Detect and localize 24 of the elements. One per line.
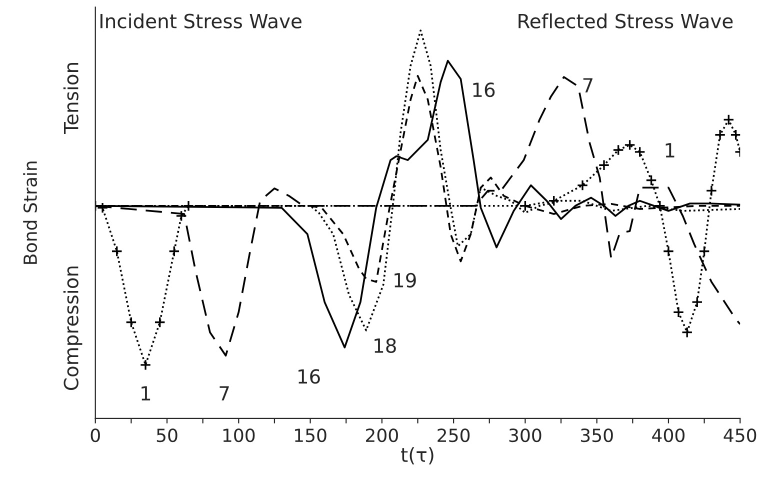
annotation: 16 (298, 369, 320, 384)
text: Reflected Stress Wave (518, 13, 733, 28)
annotation: 16 (473, 82, 495, 98)
annotation: 1 (142, 386, 150, 400)
x-tick-label: 450 (724, 428, 756, 442)
x-tick-label: 50 (156, 428, 178, 442)
text: Compression (63, 266, 82, 390)
annotation: 7 (583, 78, 592, 92)
annotation: 18 (374, 338, 396, 353)
x-tick-label: 350 (580, 428, 613, 442)
annotation: 7 (220, 386, 229, 400)
x-tick-label: 100 (223, 428, 255, 442)
x-tick-label: 400 (652, 428, 685, 442)
annotation: 19 (394, 272, 416, 288)
x-tick-label: 200 (366, 428, 398, 442)
y-axis-title: Bond Strain (23, 162, 38, 264)
x-tick-label: 250 (438, 428, 470, 442)
x-tick-label: 0 (90, 428, 100, 442)
x-tick-label: 300 (509, 428, 542, 442)
x-tick-label: 150 (295, 428, 326, 442)
annotation: 1 (666, 143, 674, 158)
text: Tension (63, 63, 78, 134)
x-axis-title: t(τ) (401, 447, 434, 464)
text: Incident Stress Wave (100, 13, 302, 28)
